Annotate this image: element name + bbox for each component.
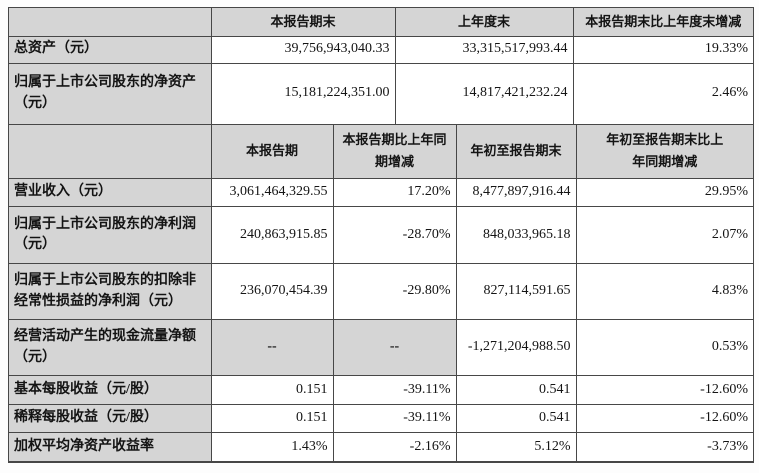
revenue-ytd: 8,477,897,916.44 bbox=[455, 178, 577, 207]
basic-eps-period: 0.151 bbox=[210, 375, 334, 405]
net-assets-current: 15,181,224,351.00 bbox=[210, 62, 396, 125]
roe-ytd: 5.12% bbox=[455, 432, 577, 461]
col-header-ytd-change: 年初至报告期末比上年同期增减 bbox=[575, 124, 753, 179]
table-row-operating-cash-flow: 经营活动产生的现金流量净额（元） -- -- -1,271,204,988.50… bbox=[9, 319, 753, 376]
roe-period-change: -2.16% bbox=[332, 432, 457, 461]
row-label: 经营活动产生的现金流量净额（元） bbox=[9, 319, 212, 376]
row-label: 归属于上市公司股东的净资产（元） bbox=[9, 62, 212, 125]
basic-eps-period-change: -39.11% bbox=[332, 375, 457, 405]
table-row-weighted-avg-roe: 加权平均净资产收益率 1.43% -2.16% 5.12% -3.73% bbox=[9, 432, 753, 461]
net-assets-change: 2.46% bbox=[572, 62, 753, 125]
col-header-ytd: 年初至报告期末 bbox=[455, 124, 577, 179]
net-profit-period: 240,863,915.85 bbox=[210, 206, 334, 264]
net-profit-ytd: 848,033,965.18 bbox=[455, 206, 577, 264]
revenue-ytd-change: 29.95% bbox=[575, 178, 753, 207]
cash-flow-period-change: -- bbox=[332, 319, 457, 376]
net-profit-ytd-change: 2.07% bbox=[575, 206, 753, 264]
table-row-net-profit: 归属于上市公司股东的净利润（元） 240,863,915.85 -28.70% … bbox=[9, 206, 753, 264]
key-financials-table: 本报告期末 上年度末 本报告期末比上年度末增减 总资产（元） 39,756,94… bbox=[8, 7, 754, 463]
col-header-change-vs-prior-year-end: 本报告期末比上年度末增减 bbox=[572, 8, 753, 37]
table-row-net-profit-deducted: 归属于上市公司股东的扣除非经常性损益的净利润（元） 236,070,454.39… bbox=[9, 263, 753, 320]
roe-period: 1.43% bbox=[210, 432, 334, 461]
income-header-row: 本报告期 本报告期比上年同期增减 年初至报告期末 年初至报告期末比上年同期增减 bbox=[9, 124, 753, 179]
row-label: 归属于上市公司股东的净利润（元） bbox=[9, 206, 212, 264]
deducted-profit-period-change: -29.80% bbox=[332, 263, 457, 320]
row-label: 总资产（元） bbox=[9, 35, 212, 64]
diluted-eps-ytd-change: -12.60% bbox=[575, 404, 753, 433]
table-row-diluted-eps: 稀释每股收益（元/股） 0.151 -39.11% 0.541 -12.60% bbox=[9, 404, 753, 433]
roe-ytd-change: -3.73% bbox=[575, 432, 753, 461]
corner-cell bbox=[9, 8, 212, 37]
table-row-revenue: 营业收入（元） 3,061,464,329.55 17.20% 8,477,89… bbox=[9, 178, 753, 207]
deducted-profit-period: 236,070,454.39 bbox=[210, 263, 334, 320]
basic-eps-ytd: 0.541 bbox=[455, 375, 577, 405]
revenue-period: 3,061,464,329.55 bbox=[210, 178, 334, 207]
table-row-net-assets: 归属于上市公司股东的净资产（元） 15,181,224,351.00 14,81… bbox=[9, 62, 753, 125]
diluted-eps-ytd: 0.541 bbox=[455, 404, 577, 433]
income-section-table: 本报告期 本报告期比上年同期增减 年初至报告期末 年初至报告期末比上年同期增减 … bbox=[9, 124, 753, 461]
col-header-current-period-end: 本报告期末 bbox=[210, 8, 396, 37]
col-header-period-change: 本报告期比上年同期增减 bbox=[332, 124, 457, 179]
row-label: 基本每股收益（元/股） bbox=[9, 375, 212, 405]
total-assets-current: 39,756,943,040.33 bbox=[210, 35, 396, 64]
balance-section-table: 本报告期末 上年度末 本报告期末比上年度末增减 总资产（元） 39,756,94… bbox=[9, 8, 753, 125]
row-label: 营业收入（元） bbox=[9, 178, 212, 207]
row-label: 归属于上市公司股东的扣除非经常性损益的净利润（元） bbox=[9, 263, 212, 320]
net-profit-period-change: -28.70% bbox=[332, 206, 457, 264]
table-row-basic-eps: 基本每股收益（元/股） 0.151 -39.11% 0.541 -12.60% bbox=[9, 375, 753, 405]
net-assets-prior: 14,817,421,232.24 bbox=[394, 62, 574, 125]
balance-header-row: 本报告期末 上年度末 本报告期末比上年度末增减 bbox=[9, 8, 753, 37]
diluted-eps-period: 0.151 bbox=[210, 404, 334, 433]
cash-flow-period: -- bbox=[210, 319, 334, 376]
deducted-profit-ytd-change: 4.83% bbox=[575, 263, 753, 320]
total-assets-prior: 33,315,517,993.44 bbox=[394, 35, 574, 64]
revenue-period-change: 17.20% bbox=[332, 178, 457, 207]
cash-flow-ytd: -1,271,204,988.50 bbox=[455, 319, 577, 376]
cash-flow-ytd-change: 0.53% bbox=[575, 319, 753, 376]
col-header-current-period: 本报告期 bbox=[210, 124, 334, 179]
corner-cell bbox=[9, 124, 212, 179]
deducted-profit-ytd: 827,114,591.65 bbox=[455, 263, 577, 320]
table-row-total-assets: 总资产（元） 39,756,943,040.33 33,315,517,993.… bbox=[9, 35, 753, 64]
row-label: 加权平均净资产收益率 bbox=[9, 432, 212, 461]
diluted-eps-period-change: -39.11% bbox=[332, 404, 457, 433]
basic-eps-ytd-change: -12.60% bbox=[575, 375, 753, 405]
row-label: 稀释每股收益（元/股） bbox=[9, 404, 212, 433]
total-assets-change: 19.33% bbox=[572, 35, 753, 64]
col-header-prior-year-end: 上年度末 bbox=[394, 8, 574, 37]
